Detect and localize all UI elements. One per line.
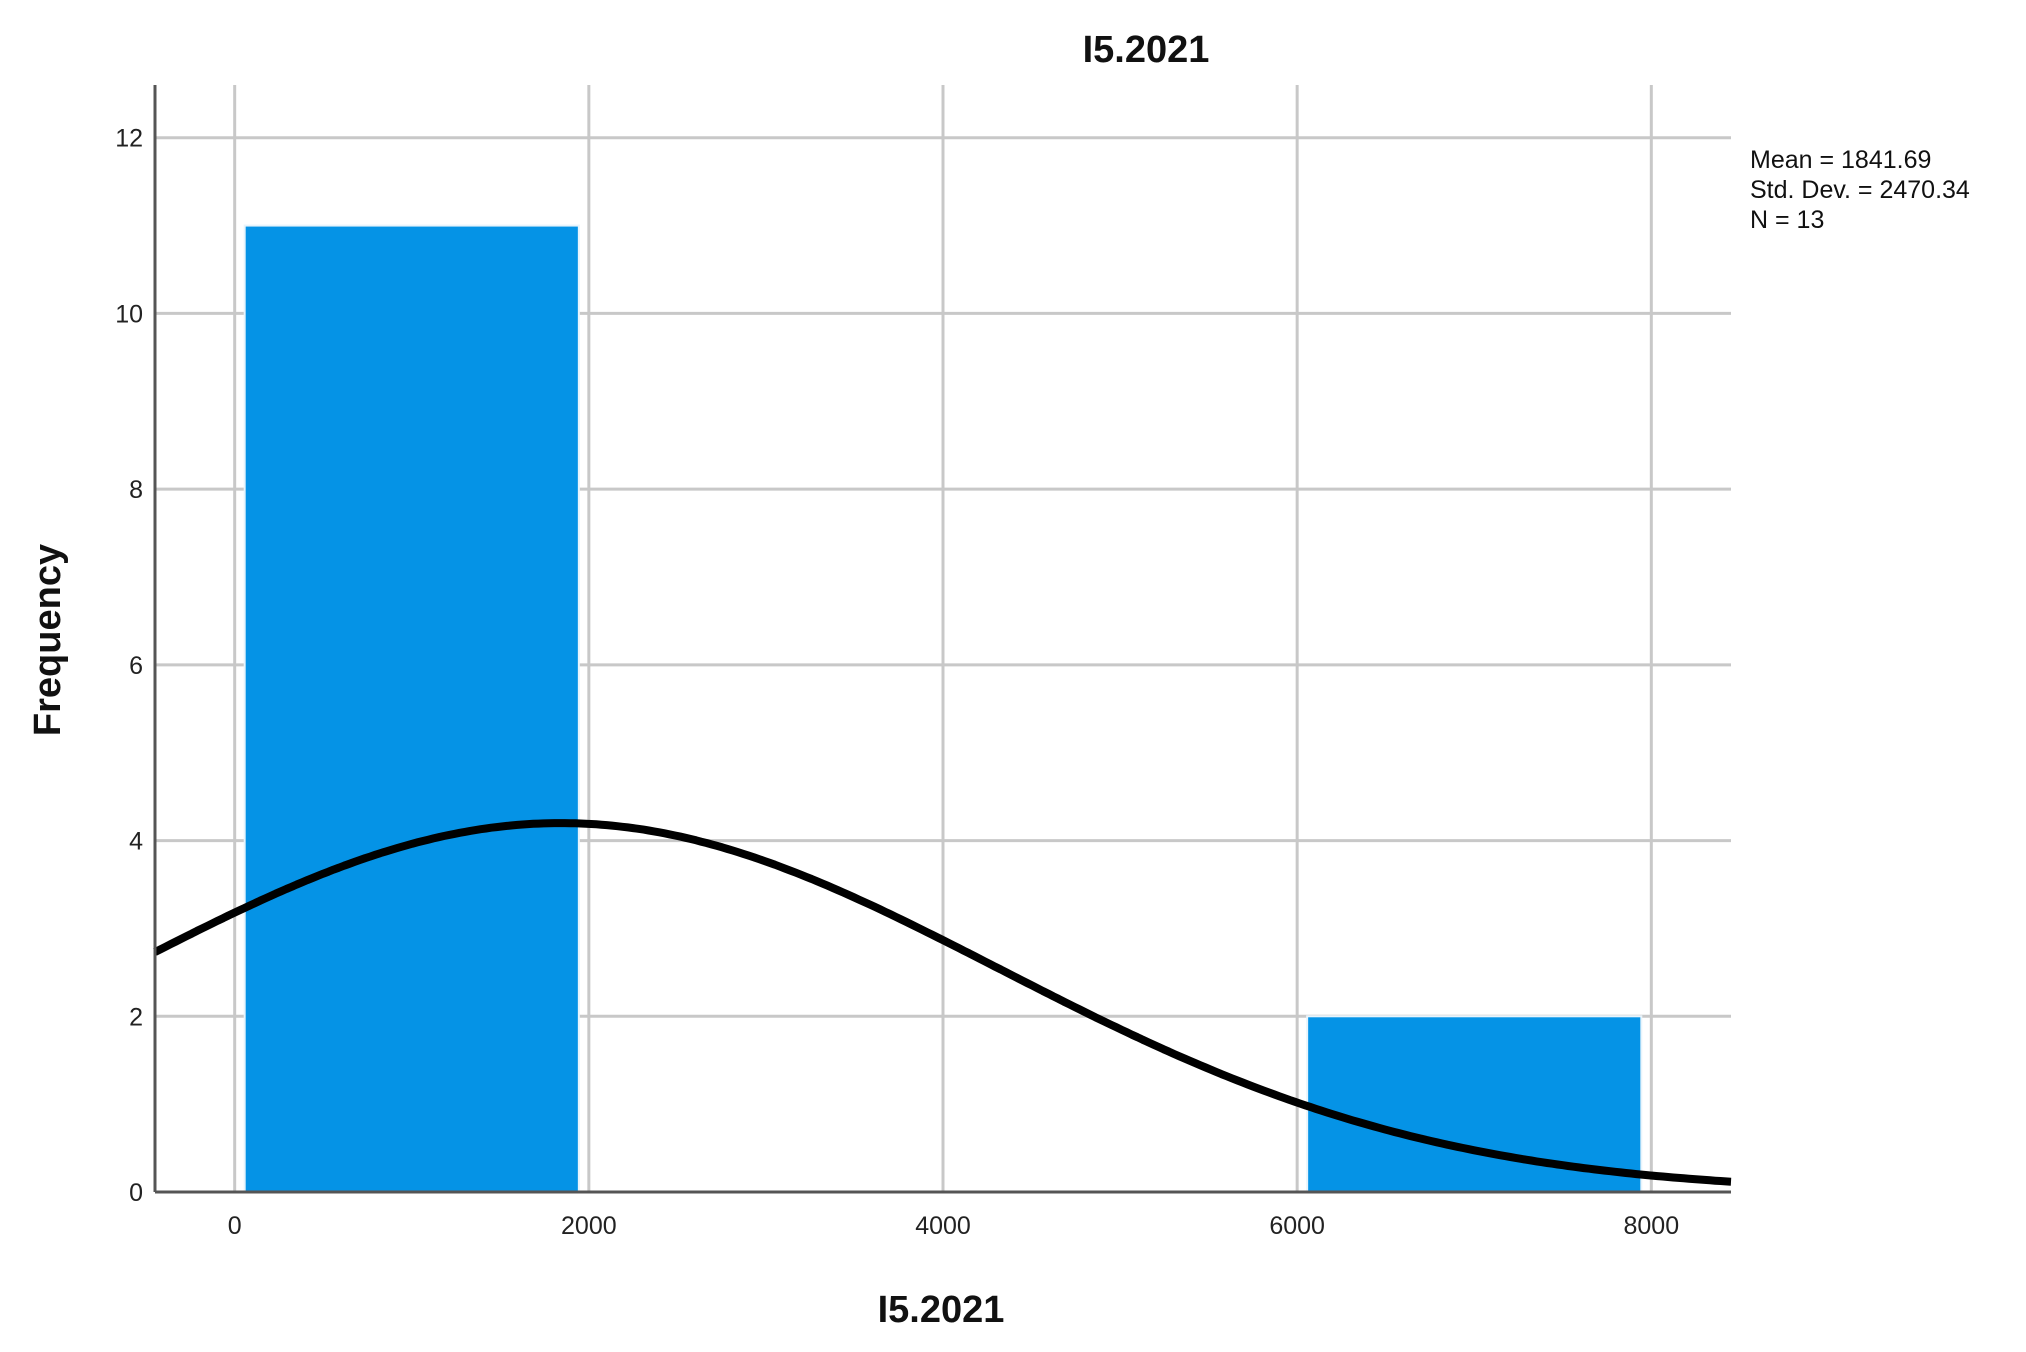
x-tick-label: 4000	[915, 1212, 971, 1240]
y-tick-label: 4	[129, 828, 143, 856]
axes	[153, 85, 1731, 1194]
tick-labels: 0 2 4 6 8 10 12 0 2000 4000 6000 8000	[115, 125, 1679, 1240]
normal-curve	[153, 819, 1732, 1186]
histogram-bar	[1306, 1015, 1643, 1193]
x-tick-label: 0	[228, 1212, 242, 1240]
y-tick-label: 2	[129, 1003, 143, 1031]
y-tick-label: 6	[129, 652, 143, 680]
x-tick-label: 2000	[561, 1212, 617, 1240]
statistics-legend: Mean = 1841.69 Std. Dev. = 2470.34 N = 1…	[1750, 146, 1970, 234]
x-tick-label: 8000	[1624, 1212, 1680, 1240]
normal-curve-layer	[153, 819, 1732, 1186]
stat-mean: Mean = 1841.69	[1750, 146, 1931, 174]
y-tick-label: 10	[115, 300, 143, 328]
stat-n: N = 13	[1750, 206, 1824, 234]
x-axis-title: I5.2021	[878, 1289, 1005, 1331]
y-axis-title: Frequency	[27, 544, 69, 736]
chart-title: I5.2021	[1083, 29, 1210, 71]
bars	[243, 224, 1643, 1194]
y-tick-label: 12	[115, 125, 143, 153]
x-tick-label: 6000	[1269, 1212, 1325, 1240]
histogram-bar	[243, 224, 580, 1194]
y-tick-label: 0	[129, 1179, 143, 1207]
stat-std-dev: Std. Dev. = 2470.34	[1750, 176, 1970, 204]
y-tick-label: 8	[129, 476, 143, 504]
